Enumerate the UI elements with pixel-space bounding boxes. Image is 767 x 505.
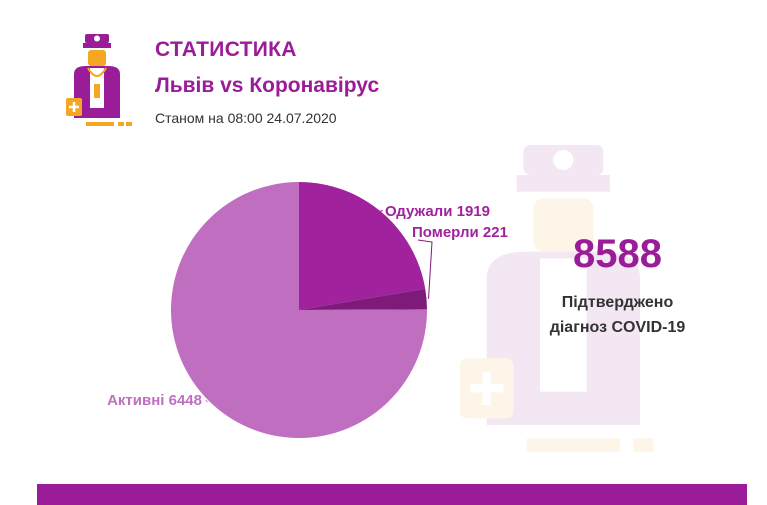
pie-slice-active [170,182,427,439]
page-title: СТАТИСТИКА [155,38,297,61]
pie-leader-lines [205,210,433,403]
leader-line-active [205,399,208,403]
caption-line-2: діагноз COVID-19 [549,319,686,336]
leader-line-deaths [417,239,433,299]
caption-line-1: Підтверджено [561,294,674,311]
pie-slice-recovered [299,182,426,310]
pie-slices [170,182,427,439]
doctor-logo-icon [66,34,132,126]
pie-label-active: Активні 6448 [107,392,202,409]
pie-slice-deaths [299,288,427,310]
footer-bar [37,484,747,505]
confirmed-total: 8588 [573,232,662,276]
pie-label-recovered: Одужали 1919 [385,203,490,220]
confirmed-caption: Підтверджено діагноз COVID-19 [530,290,705,340]
page-subtitle: Львів vs Коронавірус [155,74,380,97]
doctor-watermark-icon [460,145,654,452]
pie-labels: Одужали 1919 Померли 221 Активні 6448 [107,203,508,409]
date-line: Станом на 08:00 24.07.2020 [155,110,337,126]
pie-label-deaths: Померли 221 [412,224,508,241]
